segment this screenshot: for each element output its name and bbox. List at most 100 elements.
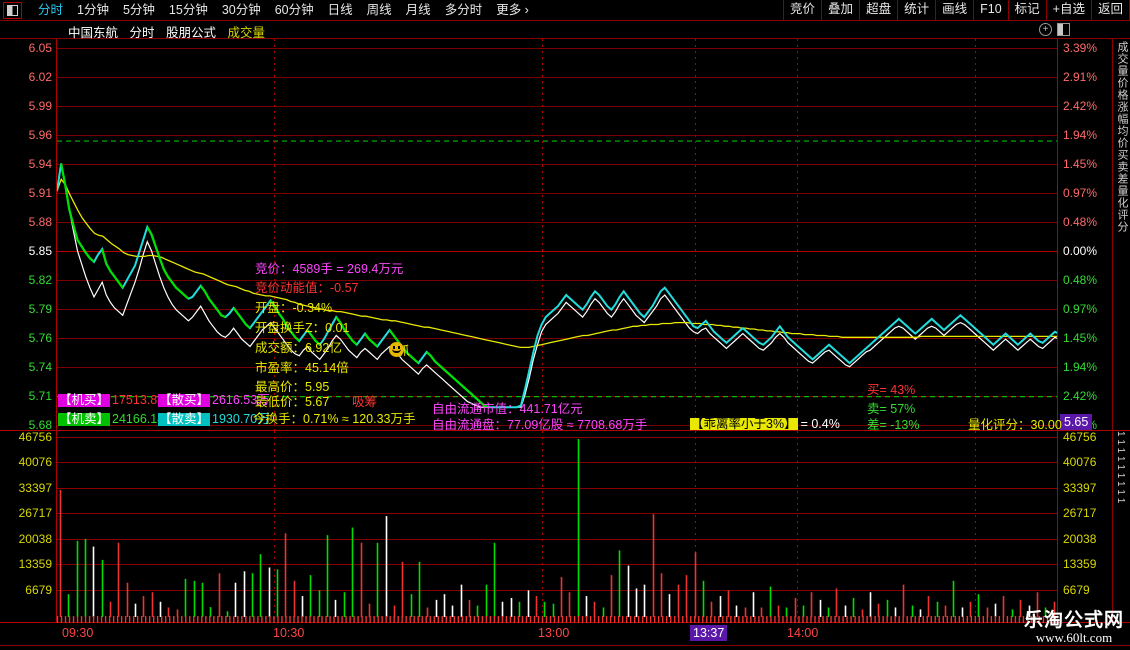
price-axis-right-label-1: 2.91%: [1063, 70, 1098, 84]
retail-buy-tag: 【散买】: [158, 393, 211, 407]
turnover-rate-annotation: 今换手：0.71% ≈ 120.33万手: [253, 412, 416, 426]
period-tab-0[interactable]: 分时: [38, 2, 64, 17]
free-float-value-annotation: 自由流通市值：441.71亿元: [432, 402, 583, 416]
period-tab-6[interactable]: 日线: [327, 2, 353, 17]
volume-axis-left-label-5: 13359: [18, 557, 52, 572]
toolbar-button-6[interactable]: 标记: [1007, 0, 1046, 20]
time-axis-label-4: 14:00: [787, 626, 819, 640]
retail-buy-value: 2616.53万: [212, 393, 270, 407]
side-vertical-text: 成交量价格涨幅均价买卖差量化评分: [1116, 41, 1128, 233]
quant-score-annotation: 量化评分：30.00: [968, 418, 1062, 432]
price-axis-left-label-8: 5.82: [28, 273, 52, 287]
deviation-annotation: 【乖离率小于3%】 = 0.4%: [690, 418, 840, 431]
volume-panel-side-strip: 1 1 1 1 1 1 1 1 1: [1112, 430, 1130, 622]
volume-axis-right-label-1: 40076: [1063, 455, 1097, 470]
sell-pct-annotation: 卖= 57%: [867, 402, 916, 416]
volume-axis-left-label-4: 20038: [18, 531, 52, 546]
price-axis-right-label-3: 1.94%: [1063, 128, 1098, 142]
period-toolbar: 分时 1分钟 5分钟 15分钟 30分钟 60分钟 日线 周线 月线 多分时 更多 › 竞价 叠加 超盘…: [0, 0, 1130, 21]
price-axis-left-label-10: 5.76: [28, 331, 52, 345]
toolbar-button-2[interactable]: 超盘: [859, 0, 897, 20]
retail-sell-value: 1930.70万: [212, 412, 270, 426]
price-axis-left-label-11: 5.74: [28, 360, 52, 374]
panel-toggle-glyph: [7, 4, 18, 16]
toolbar-button-7[interactable]: +自选: [1045, 0, 1091, 20]
price-axis-right-label-4: 1.45%: [1063, 157, 1098, 171]
price-axis-right-label-8: 0.48%: [1063, 273, 1098, 287]
volume-plot-area[interactable]: [56, 431, 1058, 623]
time-axis-label-1: 10:30: [273, 626, 305, 640]
absorb-annotation: 吸筹: [352, 395, 378, 409]
price-axis-left-label-9: 5.79: [28, 302, 52, 316]
price-axis-left-label-5: 5.91: [28, 186, 52, 200]
bid-volume-annotation: 竞价：4589手 = 269.4万元: [255, 262, 404, 276]
bid-momentum-annotation: 竞价动能值：-0.57: [255, 281, 359, 295]
deviation-tag: 【乖离率小于3%】: [690, 417, 798, 431]
chart-header-buttons: +: [1039, 23, 1070, 36]
chart-title-text: 中国东航 分时 股朋公式 成交量: [68, 22, 273, 41]
retail-sell-annotation: 【散卖】 1930.70万: [158, 413, 270, 426]
inst-buy-tag: 【机买】: [58, 393, 111, 407]
price-chart-panel: 6.05 6.02 5.99 5.96 5.94 5.91 5.88 5.85 5.82 5.79…: [0, 39, 1130, 431]
inst-sell-tag: 【机卖】: [58, 412, 111, 426]
stock-name-label: 中国东航: [68, 26, 119, 40]
price-axis-left-label-0: 6.05: [28, 41, 52, 55]
low-price-annotation: 最低价：5.67: [255, 395, 330, 409]
inst-buy-value: 17513.86: [112, 393, 165, 407]
toolbar-button-4[interactable]: 画线: [935, 0, 973, 20]
toolbar-button-8[interactable]: 返回: [1090, 0, 1130, 20]
period-tab-8[interactable]: 月线: [405, 2, 431, 17]
price-axis-left-label-7: 5.85: [28, 244, 52, 258]
period-tab-1[interactable]: 1分钟: [77, 2, 109, 17]
volume-axis-right-label-6: 6679: [1063, 582, 1090, 597]
inst-sell-annotation: 【机卖】 24166.14: [58, 413, 164, 426]
price-axis-right-label-10: 1.45%: [1063, 331, 1098, 345]
price-line-svg: [57, 39, 1057, 430]
period-tab-5[interactable]: 60分钟: [274, 2, 314, 17]
price-axis-right-label-9: 0.97%: [1063, 302, 1098, 316]
retail-buy-annotation: 【散买】 2616.53万: [158, 394, 270, 407]
volume-axis-left-label-0: 46756: [18, 430, 52, 444]
price-axis-right-label-7: 0.00%: [1063, 244, 1098, 258]
toolbar-right-buttons: 竞价 叠加 超盘 统计 画线 F10 标记 +自选 返回: [783, 0, 1130, 20]
diff-pct-annotation: 差= -13%: [867, 418, 920, 432]
period-tabs: 分时 1分钟 5分钟 15分钟 30分钟 60分钟 日线 周线 月线 多分时 更多 ›: [31, 1, 536, 20]
volume-chart-panel: 46756 40076 33397 26717 20038 13359 6679 46756…: [0, 430, 1130, 623]
time-axis-label-2: 13:00: [538, 626, 570, 640]
panel-toggle-icon[interactable]: [3, 1, 22, 19]
toolbar-button-0[interactable]: 竞价: [783, 0, 821, 20]
volume-axis-right-label-0: 46756: [1063, 430, 1097, 444]
period-tab-7[interactable]: 周线: [366, 2, 392, 17]
period-label: 分时: [129, 26, 155, 40]
price-panel-side-strip: 成交量价格涨幅均价买卖差量化评分: [1112, 39, 1130, 430]
high-price-annotation: 最高价：5.95: [255, 380, 330, 394]
volume-bars-svg: [57, 431, 1057, 623]
toolbar-button-1[interactable]: 叠加: [821, 0, 859, 20]
period-tab-10[interactable]: 更多 ›: [496, 2, 529, 17]
pe-ratio-annotation: 市盈率：45.14倍: [255, 361, 349, 375]
smiley-marker-icon: [389, 342, 404, 357]
period-tab-4[interactable]: 30分钟: [221, 2, 261, 17]
period-tab-3[interactable]: 15分钟: [168, 2, 208, 17]
price-axis-left-label-4: 5.94: [28, 157, 52, 171]
price-axis-left-label-12: 5.71: [28, 389, 52, 403]
price-axis-left-label-3: 5.96: [28, 128, 52, 142]
volume-axis-right-label-2: 33397: [1063, 480, 1097, 495]
price-axis-right-label-5: 0.97%: [1063, 186, 1098, 200]
volume-axis-right-label-4: 20038: [1063, 531, 1097, 546]
volume-axis-left-label-1: 40076: [18, 455, 52, 470]
period-tab-9[interactable]: 多分时: [444, 2, 483, 17]
period-tab-2[interactable]: 5分钟: [122, 2, 155, 17]
formula-label: 股朋公式: [166, 26, 217, 40]
panel-toggle-icon[interactable]: [1057, 23, 1070, 36]
toolbar-button-3[interactable]: 统计: [897, 0, 935, 20]
plus-circle-icon[interactable]: +: [1039, 23, 1052, 36]
toolbar-button-5[interactable]: F10: [973, 0, 1008, 20]
inst-buy-annotation: 【机买】 17513.86: [58, 394, 164, 407]
price-plot-area[interactable]: [56, 39, 1058, 430]
volume-axis-left-label-2: 33397: [18, 480, 52, 495]
buy-pct-annotation: 买= 43%: [867, 383, 916, 397]
current-price-badge: 5.65: [1060, 414, 1093, 430]
free-float-shares-annotation: 自由流通盘：77.09亿股 ≈ 7708.68万手: [432, 418, 648, 432]
